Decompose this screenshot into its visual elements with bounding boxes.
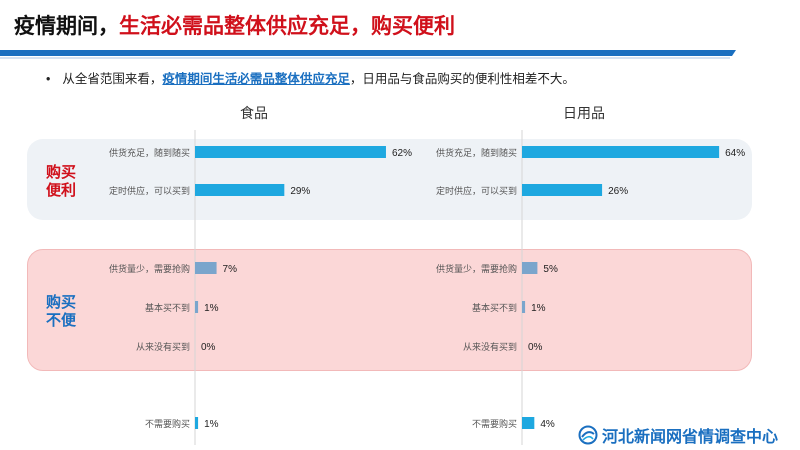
chart-0-category-label: 基本买不到 — [145, 302, 190, 313]
chart-0-category-label: 不需要购买 — [145, 418, 190, 429]
bullet-suffix: ，日用品与食品购买的便利性相差不大。 — [349, 72, 575, 86]
chart-1-title: 日用品 — [563, 105, 605, 121]
title-highlight: 生活必需品整体供应充足，购买便利 — [119, 15, 455, 38]
chart-0-value-label: 1% — [204, 419, 219, 430]
chart-0-bar — [195, 146, 386, 158]
chart-1-value-label: 1% — [531, 303, 546, 314]
chart-0-category-label: 定时供应，可以买到 — [109, 185, 190, 196]
convenient-zone-label: 购买 便利 — [45, 164, 76, 199]
page-title: 疫情期间，生活必需品整体供应充足，购买便利 — [14, 10, 455, 40]
chart-0-category-label: 供货充足，随到随买 — [109, 147, 190, 158]
chart-0-category-label: 从来没有买到 — [136, 341, 190, 352]
summary-bullet: • 从全省范围来看，疫情期间生活必需品整体供应充足，日用品与食品购买的便利性相差不… — [46, 68, 575, 87]
inconvenient-zone — [27, 249, 752, 371]
inconvenient-zone-label: 购买 不便 — [45, 294, 76, 329]
chart-0-bar — [195, 301, 199, 313]
bullet-dot: • — [46, 72, 51, 86]
globe-logo-icon — [578, 425, 598, 445]
chart-1-value-label: 26% — [608, 186, 628, 197]
chart-1-category-label: 不需要购买 — [472, 418, 517, 429]
footer-logo-text: 河北新闻网省情调查中心 — [602, 429, 779, 446]
title-main: 疫情期间， — [14, 15, 119, 38]
chart-0-title: 食品 — [240, 105, 268, 121]
chart-0-bar — [195, 417, 199, 429]
chart-1-value-label: 4% — [540, 419, 555, 430]
chart-1-category-label: 供货量少，需要抢购 — [436, 263, 517, 274]
chart-0-value-label: 62% — [392, 148, 412, 159]
header-divider-bar — [0, 50, 736, 59]
chart-1-value-label: 5% — [543, 264, 558, 275]
chart-1-category-label: 基本买不到 — [472, 302, 517, 313]
bullet-highlight-link[interactable]: 疫情期间生活必需品整体供应充足 — [162, 72, 350, 86]
chart-1-category-label: 从来没有买到 — [463, 341, 517, 352]
chart-0-value-label: 0% — [201, 342, 216, 353]
chart-1-value-label: 0% — [528, 342, 543, 353]
chart-1-category-label: 定时供应，可以买到 — [436, 185, 517, 196]
chart-1-bar — [522, 146, 720, 158]
bullet-prefix: 从全省范围来看， — [62, 72, 163, 86]
chart-1-bar — [522, 184, 603, 196]
footer-logo: 河北新闻网省情调查中心 — [578, 424, 778, 446]
chart-1-category-label: 供货充足，随到随买 — [436, 147, 517, 158]
chart-1-bar — [522, 301, 526, 313]
chart-0-bar — [195, 262, 217, 274]
chart-1-bar — [522, 262, 538, 274]
chart-0-value-label: 1% — [204, 303, 219, 314]
chart-0-value-label: 7% — [223, 264, 238, 275]
chart-0-value-label: 29% — [290, 186, 310, 197]
chart-0-bar — [195, 184, 285, 196]
chart-1-bar — [522, 417, 535, 429]
chart-1-value-label: 64% — [725, 148, 745, 159]
chart-0-category-label: 供货量少，需要抢购 — [109, 263, 190, 274]
